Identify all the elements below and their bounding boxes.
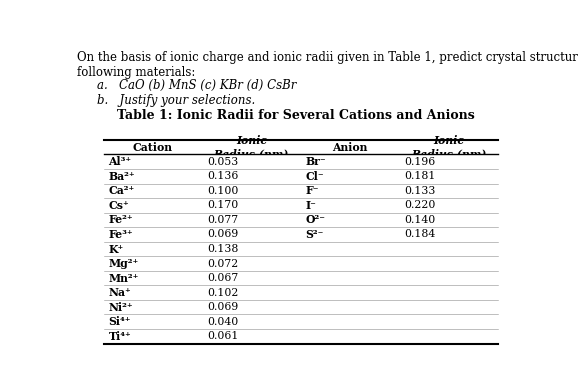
Text: b.   Justify your selections.: b. Justify your selections. — [97, 94, 255, 107]
Text: a.   CaO (b) MnS (c) KBr (d) CsBr: a. CaO (b) MnS (c) KBr (d) CsBr — [97, 79, 297, 92]
Text: On the basis of ionic charge and ionic radii given in Table 1, predict crystal s: On the basis of ionic charge and ionic r… — [77, 51, 578, 64]
Text: Table 1: Ionic Radii for Several Cations and Anions: Table 1: Ionic Radii for Several Cations… — [117, 109, 475, 122]
Text: following materials:: following materials: — [77, 66, 195, 79]
